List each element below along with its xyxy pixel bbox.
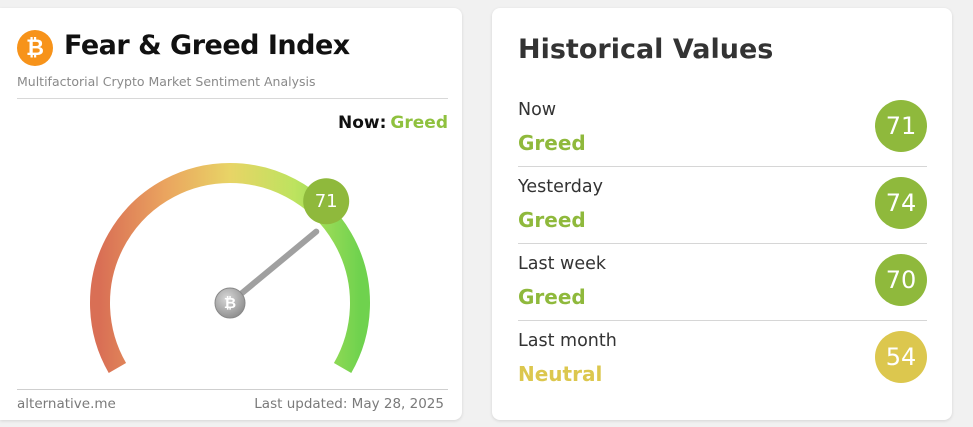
bitcoin-logo-icon: ₿ <box>17 30 53 66</box>
classification-label: Greed <box>518 208 586 232</box>
gauge-value-text: 71 <box>315 191 338 212</box>
value-badge: 54 <box>875 331 927 383</box>
last-updated: Last updated: May 28, 2025 <box>254 396 444 412</box>
history-row-now: Now Greed 71 <box>518 100 927 176</box>
value-badge: 74 <box>875 177 927 229</box>
header-divider <box>17 98 448 99</box>
period-label: Last month <box>518 331 617 351</box>
classification-label: Greed <box>518 285 586 309</box>
history-row-yesterday: Yesterday Greed 74 <box>518 177 927 253</box>
source-link[interactable]: alternative.me <box>17 396 116 412</box>
now-classification: Greed <box>390 113 448 133</box>
sentiment-gauge: ₿ 71 <box>90 163 370 373</box>
row-divider <box>518 243 927 244</box>
now-status: Now: Greed <box>338 113 448 133</box>
historical-values-card: Historical Values Now Greed 71 Yesterday… <box>492 8 952 420</box>
history-row-last-month: Last month Neutral 54 <box>518 331 927 407</box>
period-label: Now <box>518 100 557 120</box>
history-row-last-week: Last week Greed 70 <box>518 254 927 330</box>
gauge-value-badge <box>303 178 350 225</box>
fear-greed-card: ₿ Fear & Greed Index Multifactorial Cryp… <box>0 8 462 420</box>
gauge-pivot-bitcoin-icon: ₿ <box>224 294 236 312</box>
classification-label: Greed <box>518 131 586 155</box>
now-label: Now: <box>338 113 387 133</box>
value-badge: 70 <box>875 254 927 306</box>
row-divider <box>518 320 927 321</box>
historical-title: Historical Values <box>518 34 774 65</box>
period-label: Yesterday <box>518 177 603 197</box>
value-badge: 71 <box>875 100 927 152</box>
row-divider <box>518 166 927 167</box>
footer-divider <box>17 389 448 390</box>
gauge-pivot <box>214 287 246 319</box>
classification-label: Neutral <box>518 362 603 386</box>
gauge-arc <box>90 163 370 373</box>
period-label: Last week <box>518 254 606 274</box>
fear-greed-title: Fear & Greed Index <box>64 30 350 61</box>
gauge-needle <box>227 228 320 306</box>
fear-greed-subtitle: Multifactorial Crypto Market Sentiment A… <box>17 74 316 89</box>
